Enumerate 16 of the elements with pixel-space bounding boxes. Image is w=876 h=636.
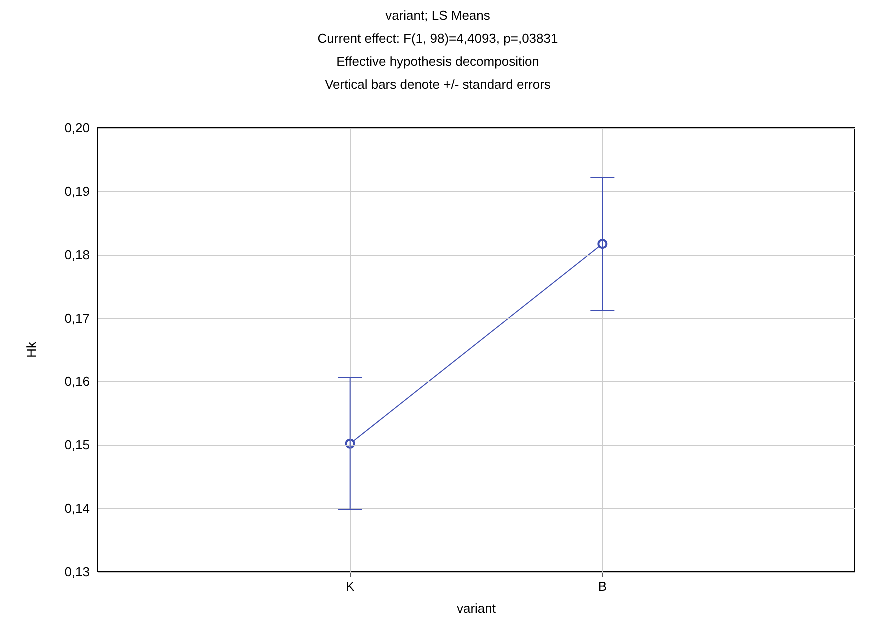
x-tick-label: B — [598, 579, 608, 594]
y-tick-label: 0,17 — [64, 310, 90, 326]
y-tick-label: 0,16 — [64, 374, 90, 390]
y-tick-label: 0,14 — [64, 501, 90, 516]
y-tick-label: 0,15 — [64, 438, 90, 453]
chart-subtitle: Current effect: F(1, 98)=4,4093, p=,03831 — [318, 31, 558, 46]
chart-title: variant; LS Means — [386, 8, 491, 23]
y-tick-label: 0,13 — [64, 564, 90, 580]
text: Effective hypothesis decomposition — [336, 54, 540, 69]
y-tick-label: 0,19 — [64, 184, 90, 199]
y-tick-label: 0,18 — [64, 247, 90, 262]
text: Vertical bars denote +/- standard errors — [325, 77, 552, 92]
x-axis-title: variant — [456, 601, 496, 616]
y-tick-label: 0,20 — [64, 120, 90, 136]
x-tick-label: K — [346, 579, 355, 594]
y-axis-title: Hk — [24, 342, 39, 358]
